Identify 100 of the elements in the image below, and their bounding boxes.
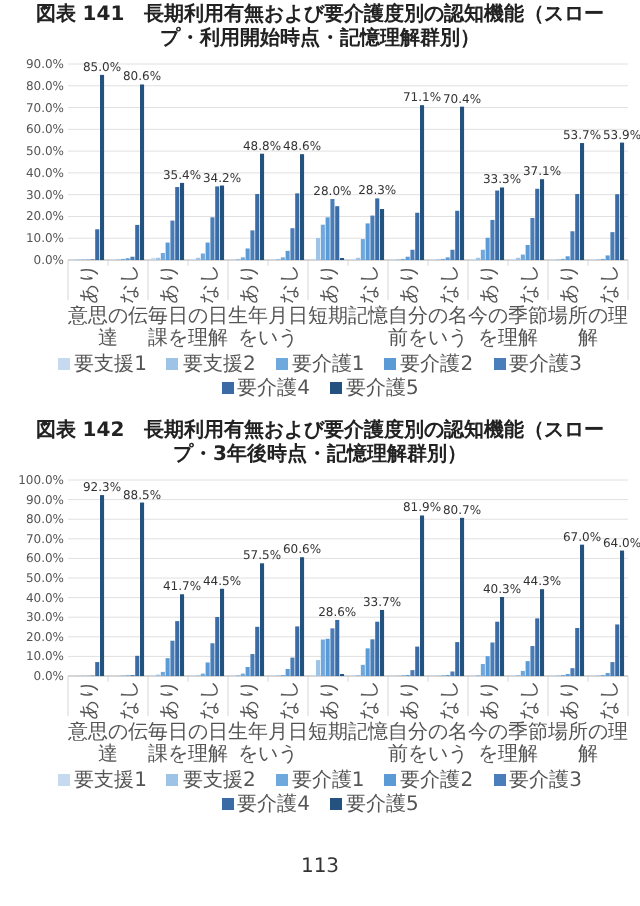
x-tick-label: あり <box>319 680 341 720</box>
bar <box>610 662 615 676</box>
chart-title: 図表 141 長期利用有無および要介護度別の認知機能（スロープ・利用開始時点・記憶理解群別） <box>33 4 607 52</box>
bar <box>530 217 535 260</box>
bar <box>370 215 375 260</box>
bar <box>220 588 225 676</box>
bar <box>380 209 385 260</box>
bar <box>205 662 210 676</box>
bar <box>335 206 340 260</box>
text: 今の季節を理解 <box>468 306 548 350</box>
bar <box>316 238 321 260</box>
x-tick-label: なし <box>599 680 621 720</box>
legend-label: 要介護2 <box>398 354 474 377</box>
bar <box>295 193 300 260</box>
bar <box>485 656 490 676</box>
text: 毎日の日課を理解 <box>148 722 228 766</box>
x-tick-label: あり <box>159 680 181 720</box>
x-tick-label: なし <box>519 264 541 304</box>
bar <box>575 627 580 676</box>
bar <box>210 217 215 260</box>
bar <box>215 186 220 260</box>
x-tick-label: あり <box>559 264 581 304</box>
bar <box>300 557 305 676</box>
x-tick-label: なし <box>519 680 541 720</box>
text: 意思の伝達 <box>68 722 148 766</box>
bar <box>300 154 305 260</box>
text: 今の季節を理解 <box>468 722 548 766</box>
x-tick-label: なし <box>119 680 141 720</box>
bar <box>260 153 265 260</box>
x-tick-label: あり <box>79 680 101 720</box>
bar <box>380 609 385 676</box>
x-tick-label: あり <box>479 680 501 720</box>
x-tick-label: なし <box>359 680 381 720</box>
bar <box>500 597 505 676</box>
legend-label: 要介護2 <box>398 770 474 793</box>
bar <box>490 642 495 676</box>
bar <box>100 495 105 676</box>
bar <box>455 642 460 676</box>
bar <box>570 231 575 260</box>
legend-label: 要介護5 <box>344 378 419 402</box>
bar <box>460 106 465 260</box>
bar <box>365 648 370 676</box>
text: 113 <box>298 856 342 878</box>
bar <box>375 621 380 676</box>
x-tick-label: あり <box>239 264 261 304</box>
text: 意思の伝達 <box>68 306 148 350</box>
bar <box>175 187 180 260</box>
x-tick-label: あり <box>319 264 341 304</box>
x-tick-label: なし <box>279 264 301 304</box>
bar <box>285 668 290 676</box>
legend-label: 要支援2 <box>180 770 256 794</box>
x-tick-label: あり <box>399 680 421 720</box>
text: 毎日の日課を理解 <box>148 306 228 350</box>
bar <box>335 619 340 676</box>
x-tick-label: あり <box>479 264 501 304</box>
bar <box>490 219 495 260</box>
text: 生年月日をいう <box>228 722 308 766</box>
bar <box>330 628 335 676</box>
legend-label: 要介護3 <box>507 770 582 794</box>
bar <box>220 185 225 260</box>
text: 自分の名前をいう <box>388 722 468 766</box>
bar <box>316 660 321 676</box>
legend-label: 要介護5 <box>344 794 419 818</box>
bar <box>415 212 420 260</box>
bar <box>180 182 185 260</box>
x-tick-label: なし <box>359 264 381 304</box>
chart-title: 図表 142 長期利用有無および要介護度別の認知機能（スロープ・3年後時点・記憶理解群別） <box>33 420 607 468</box>
bar <box>325 638 330 676</box>
x-tick-label: あり <box>399 264 421 304</box>
bar <box>245 248 250 260</box>
bar <box>535 188 540 260</box>
bar <box>170 640 175 676</box>
bar <box>325 217 330 260</box>
bar <box>245 666 250 676</box>
bar <box>140 84 145 260</box>
bar <box>210 643 215 676</box>
legend-label: 要支援1 <box>72 770 147 794</box>
x-tick-label: なし <box>439 264 461 304</box>
bar <box>615 194 620 260</box>
bar <box>140 502 145 676</box>
bar <box>95 229 100 260</box>
bar <box>540 589 545 676</box>
x-tick-label: あり <box>79 264 101 304</box>
legend-label: 要介護4 <box>235 794 310 818</box>
bar <box>330 199 335 260</box>
bar <box>260 563 265 676</box>
bar <box>250 230 255 260</box>
bar <box>620 142 625 260</box>
bar <box>500 187 505 260</box>
legend-label: 要支援1 <box>72 354 147 378</box>
bar <box>540 179 545 260</box>
x-tick-label: なし <box>119 264 141 304</box>
bar <box>495 190 500 260</box>
bar <box>180 594 185 676</box>
bar <box>360 239 365 260</box>
bar <box>580 143 585 260</box>
bar <box>485 237 490 260</box>
text: 生年月日をいう <box>228 306 308 350</box>
bar <box>450 249 455 260</box>
bar <box>95 662 100 676</box>
